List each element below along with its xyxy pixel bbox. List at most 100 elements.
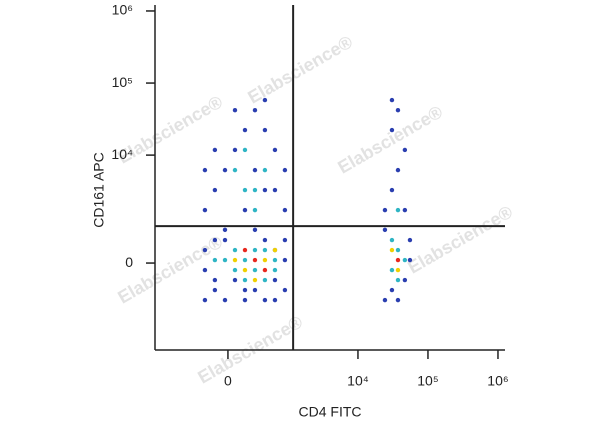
event-dot — [212, 277, 218, 283]
event-dot — [252, 277, 258, 283]
event-dot — [252, 247, 258, 253]
event-dot — [389, 237, 395, 243]
event-dot — [242, 147, 248, 153]
event-dot — [232, 108, 238, 113]
event-dot — [202, 167, 208, 173]
event-dot — [212, 257, 218, 263]
event-dot — [202, 247, 208, 253]
event-dot — [262, 127, 268, 133]
y-axis-label: CD161 APC — [91, 152, 107, 227]
event-dot — [262, 97, 268, 103]
x-tick-label: 0 — [224, 373, 232, 389]
event-dot — [262, 167, 268, 173]
event-dot — [232, 267, 238, 273]
event-dot — [272, 277, 278, 283]
event-dot — [252, 187, 258, 193]
watermark: Elabscience® — [404, 202, 516, 278]
x-axis-label: CD4 FITC — [299, 404, 362, 420]
event-dot — [282, 207, 288, 213]
event-dot — [242, 297, 248, 303]
event-dot — [272, 297, 278, 303]
event-dot — [395, 247, 401, 253]
event-dot — [272, 247, 278, 253]
event-dot — [202, 297, 208, 303]
watermark: Elabscience® — [244, 32, 356, 108]
watermark: Elabscience® — [334, 102, 446, 178]
event-dot — [242, 277, 248, 283]
event-dot — [282, 287, 288, 293]
event-dot — [212, 147, 218, 153]
event-dot — [382, 227, 388, 233]
event-dot — [389, 97, 395, 103]
event-dot — [242, 287, 248, 293]
event-dot — [262, 257, 268, 263]
event-dot — [242, 207, 248, 213]
event-dot — [242, 257, 248, 263]
event-dot — [222, 227, 228, 233]
event-dot — [262, 247, 268, 253]
event-dot — [252, 257, 258, 263]
event-dot — [202, 267, 208, 273]
event-dot — [262, 187, 268, 193]
x-tick-label: 10⁶ — [487, 373, 508, 389]
event-dot — [262, 237, 268, 243]
event-dot — [212, 287, 218, 293]
event-dot — [389, 247, 395, 253]
event-dot — [272, 257, 278, 263]
event-dot — [395, 277, 401, 283]
event-dot — [272, 147, 278, 153]
event-dot — [282, 237, 288, 243]
event-dot — [212, 187, 218, 193]
event-dot — [252, 267, 258, 273]
event-dot — [272, 267, 278, 273]
event-dot — [232, 257, 238, 263]
event-dot — [202, 207, 208, 213]
event-dot — [407, 257, 413, 263]
event-dot — [242, 127, 248, 133]
event-dot — [395, 207, 401, 213]
event-dot — [389, 287, 395, 293]
x-tick-label: 10⁴ — [347, 373, 369, 389]
event-dot — [252, 207, 258, 213]
event-dot — [282, 167, 288, 173]
event-dot — [252, 167, 258, 173]
event-dot — [232, 247, 238, 253]
event-dot — [402, 257, 408, 263]
event-dot — [262, 297, 268, 303]
event-dot — [232, 277, 238, 283]
event-dot — [222, 237, 228, 243]
y-tick-label: 10⁴ — [111, 146, 133, 162]
event-dot — [222, 297, 228, 303]
event-dot — [222, 167, 228, 173]
event-dot — [212, 237, 218, 243]
event-dot — [395, 297, 401, 303]
y-tick-label: 10⁵ — [112, 74, 133, 90]
event-dot — [232, 167, 238, 173]
event-dot — [252, 287, 258, 293]
event-dot — [407, 237, 413, 243]
event-dot — [395, 267, 401, 273]
event-dot — [389, 267, 395, 273]
event-dot — [262, 277, 268, 283]
event-dot — [402, 147, 408, 153]
y-tick-label: 0 — [125, 254, 133, 270]
event-dot — [382, 207, 388, 213]
event-dot — [382, 297, 388, 303]
event-dot — [395, 257, 401, 263]
event-dot — [252, 108, 258, 113]
event-dot — [242, 247, 248, 253]
event-dot — [262, 267, 268, 273]
event-dot — [282, 257, 288, 263]
event-dot — [252, 227, 258, 233]
event-dot — [272, 187, 278, 193]
event-dot — [222, 257, 228, 263]
event-dot — [242, 187, 248, 193]
event-dot — [389, 187, 395, 193]
x-tick-label: 10⁵ — [417, 373, 438, 389]
event-dot — [402, 207, 408, 213]
event-dot — [232, 147, 238, 153]
event-dot — [395, 108, 401, 113]
event-dot — [389, 127, 395, 133]
event-dot — [402, 277, 408, 283]
